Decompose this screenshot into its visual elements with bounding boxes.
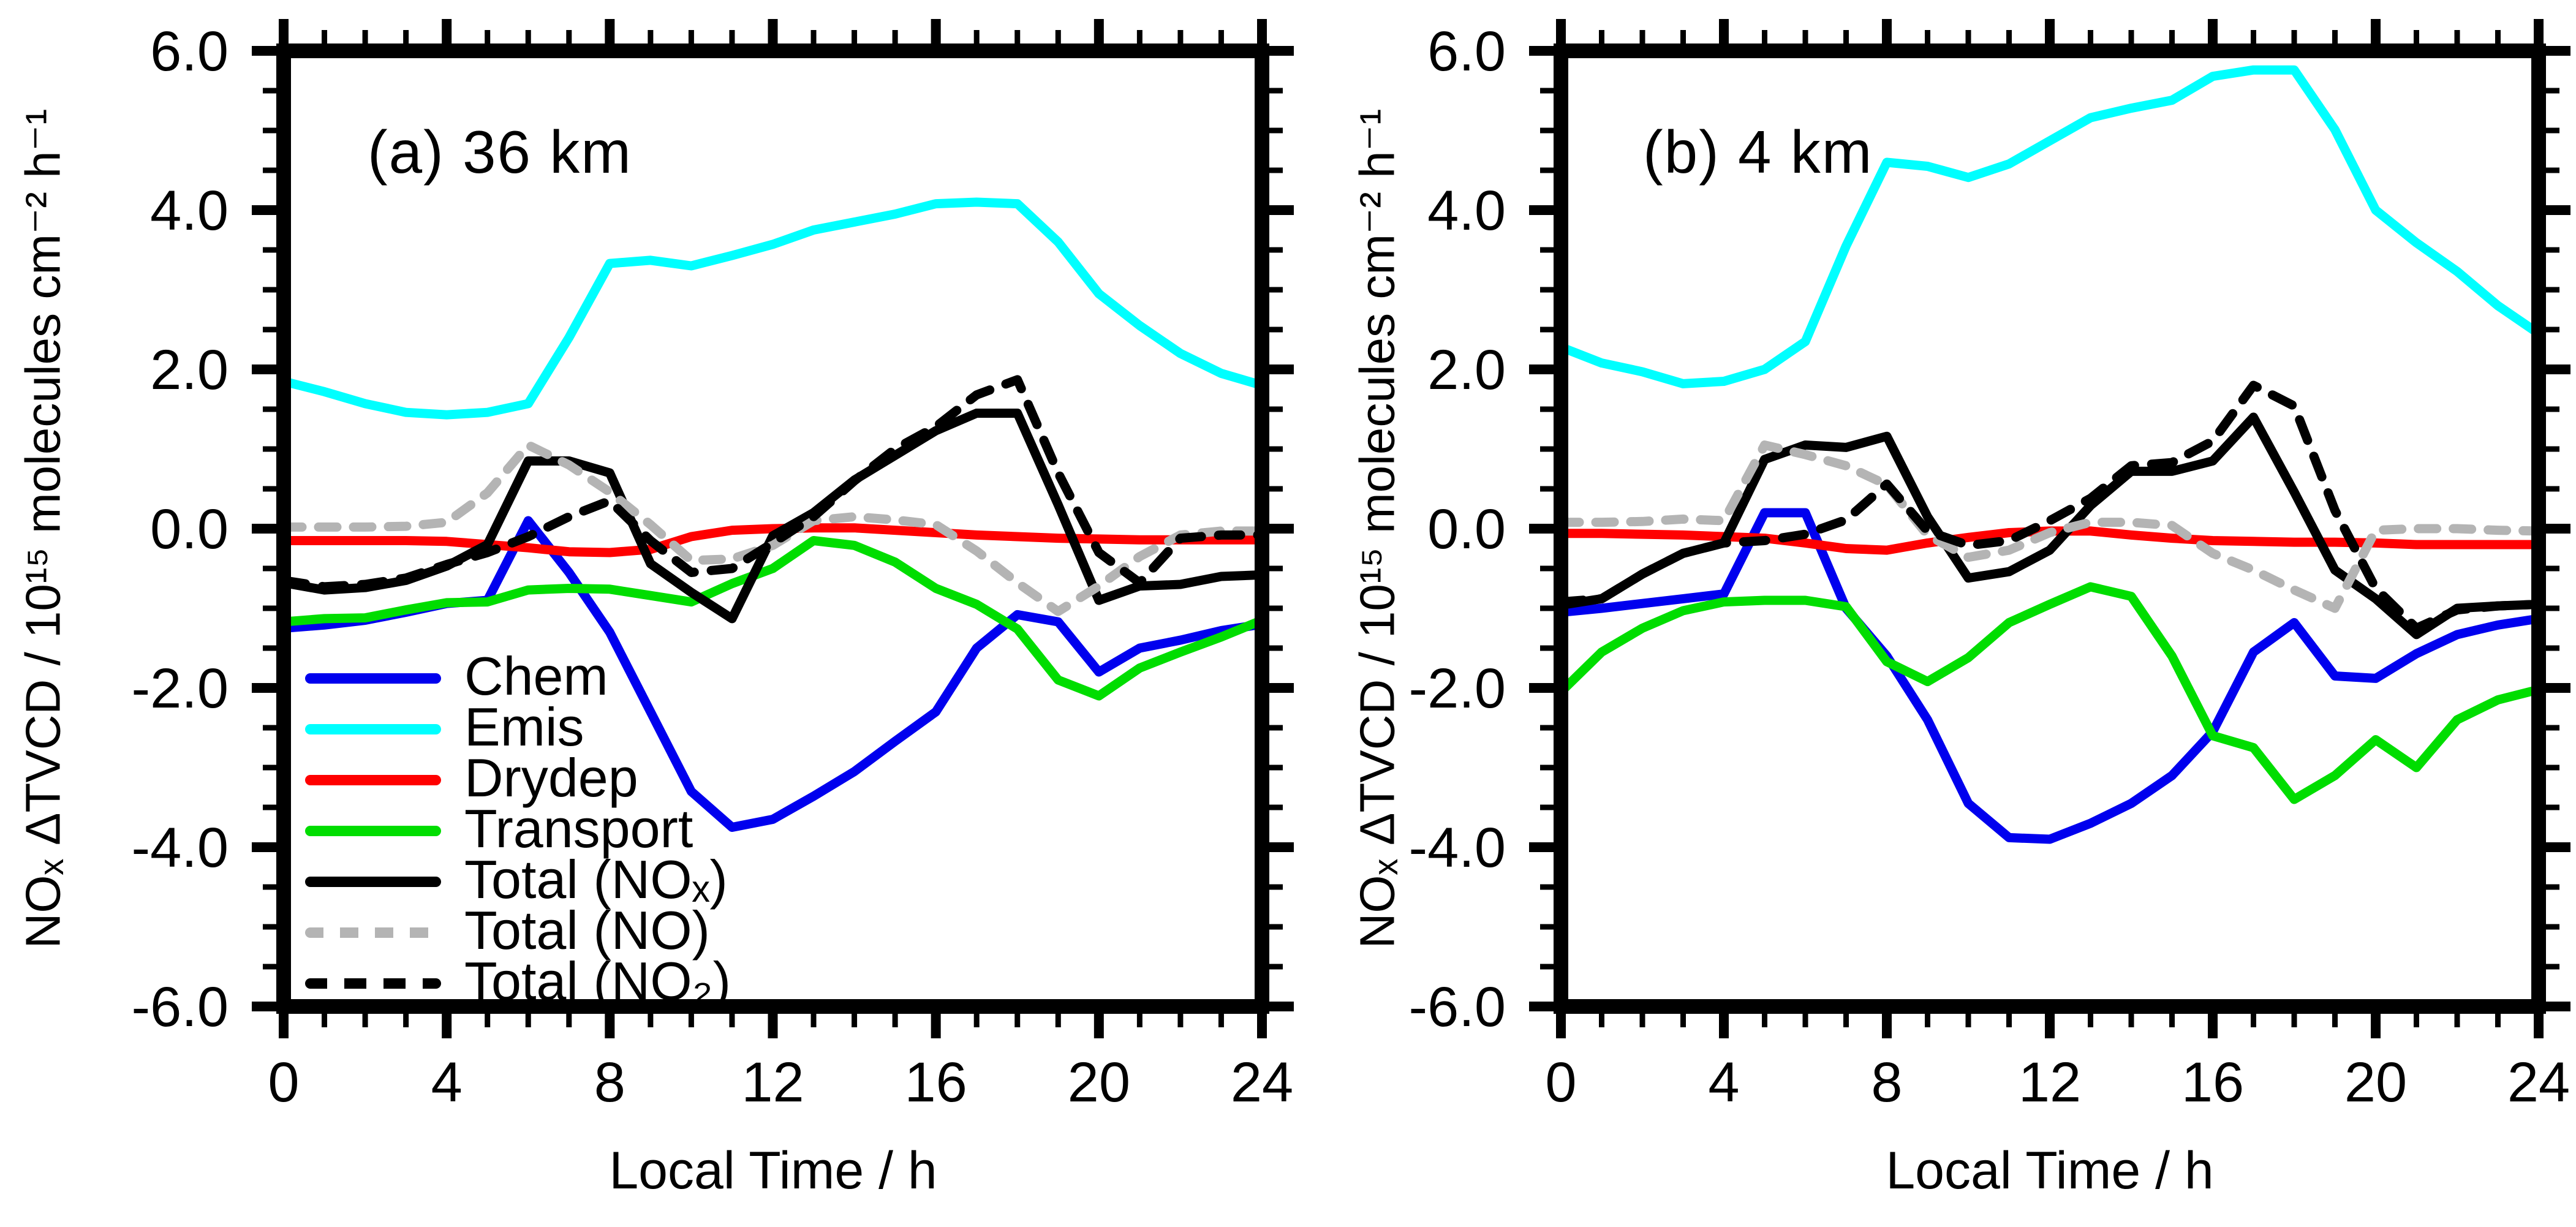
- series-line-total-no--a: [279, 440, 1267, 616]
- y-tick-label: -4.0: [1408, 817, 1506, 879]
- legend: Chem Emis Drydep Transport Total (NOₓ) T…: [305, 649, 731, 1009]
- y-tick-label: 4.0: [150, 179, 229, 242]
- series-line-total-no--a: [282, 409, 1263, 624]
- y-tick-label: 2.0: [1427, 339, 1506, 401]
- legend-sample-drydep: [305, 775, 441, 785]
- legend-label-total-no2: Total (NO₂): [464, 950, 731, 1011]
- series-line-drydep-a: [284, 523, 1262, 557]
- x-tick-label: 20: [1068, 1051, 1130, 1114]
- series-line-chem-b: [1560, 508, 2540, 844]
- legend-label-total-no: Total (NO): [464, 899, 710, 961]
- legend-row-emis: Emis: [305, 700, 731, 755]
- series-line-transport-b: [1557, 582, 2540, 804]
- x-tick-label: 12: [741, 1051, 804, 1114]
- x-tick-label: 0: [1545, 1051, 1576, 1114]
- x-tick-label: 16: [2181, 1051, 2244, 1114]
- legend-label-drydep: Drydep: [464, 747, 638, 808]
- series-line-total-no--b: [1556, 440, 2544, 613]
- legend-row-total-no2: Total (NO₂): [305, 954, 731, 1009]
- x-tick-label: 4: [431, 1051, 463, 1114]
- x-axis-label-b-text: Local Time / h: [1886, 1141, 2214, 1200]
- legend-row-total-no: Total (NO): [305, 899, 731, 961]
- x-tick-label: 16: [904, 1051, 967, 1114]
- x-tick-label: 8: [1871, 1051, 1902, 1114]
- series-line-total-no--a: [279, 375, 1267, 592]
- series-line-emis-a: [282, 197, 1264, 420]
- x-tick-label: 8: [594, 1051, 625, 1114]
- legend-row-total-nox: Total (NOₓ): [305, 848, 731, 910]
- legend-label-chem: Chem: [464, 645, 608, 706]
- x-axis-label-a-text: Local Time / h: [609, 1141, 937, 1200]
- y-tick-label: 2.0: [150, 339, 229, 401]
- y-tick-label: -4.0: [131, 817, 229, 879]
- plot-frame-a: [276, 43, 1269, 1014]
- legend-sample-transport: [305, 826, 441, 836]
- panel-a-title: (a) 36 km: [368, 118, 632, 186]
- y-tick-label: 6.0: [150, 20, 229, 83]
- legend-row-drydep: Drydep: [305, 750, 731, 806]
- y-tick-label: -2.0: [131, 657, 229, 720]
- x-tick-label: 24: [2507, 1051, 2570, 1114]
- plot-frame-b: [1554, 43, 2546, 1014]
- x-tick-label: 4: [1708, 1051, 1739, 1114]
- legend-label-emis: Emis: [464, 696, 584, 757]
- y-axis-label-b: NOₓ ΔTVCD / 10¹⁵ molecules cm⁻² h⁻¹: [1350, 108, 1405, 949]
- y-tick-label: -6.0: [1408, 976, 1506, 1038]
- series-line-emis-b: [1559, 65, 2542, 388]
- x-tick-label: 20: [2344, 1051, 2407, 1114]
- x-tick-label: 12: [2019, 1051, 2081, 1114]
- legend-sample-total-no2: [305, 978, 441, 989]
- legend-row-chem: Chem: [305, 649, 731, 704]
- panel-b-title: (b) 4 km: [1643, 118, 1873, 186]
- y-tick-label: 4.0: [1427, 179, 1506, 242]
- y-tick-label: -6.0: [131, 976, 229, 1038]
- x-tick-label: 24: [1231, 1051, 1293, 1114]
- series-line-total-no--b: [1556, 380, 2544, 633]
- x-tick-label: 0: [268, 1051, 299, 1114]
- legend-label-transport: Transport: [464, 798, 693, 859]
- legend-row-transport: Transport: [305, 801, 731, 856]
- legend-label-total-nox: Total (NOₓ): [464, 848, 728, 910]
- legend-sample-chem: [305, 673, 441, 684]
- y-axis-label-a: NOₓ ΔTVCD / 10¹⁵ molecules cm⁻² h⁻¹: [15, 108, 70, 949]
- y-tick-label: -2.0: [1408, 657, 1506, 720]
- y-tick-label: 0.0: [150, 498, 229, 561]
- series-line-transport-a: [283, 536, 1264, 701]
- y-tick-label: 6.0: [1427, 20, 1506, 83]
- legend-sample-total-nox: [305, 877, 441, 887]
- legend-sample-emis: [305, 724, 441, 734]
- legend-sample-total-no: [305, 927, 441, 938]
- y-tick-label: 0.0: [1427, 498, 1506, 561]
